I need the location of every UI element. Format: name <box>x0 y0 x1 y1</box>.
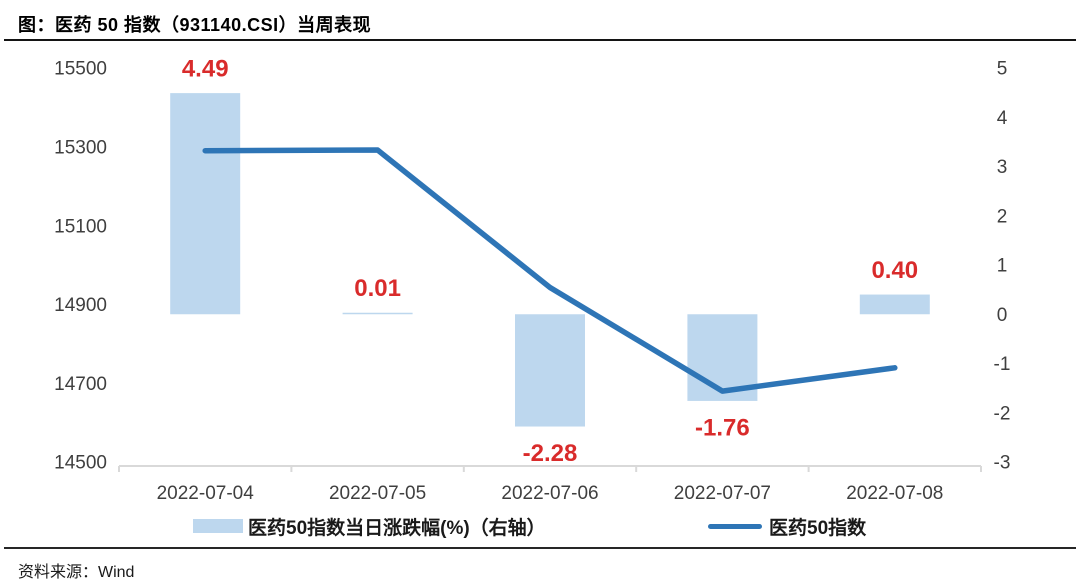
right-axis-tick-label: 0 <box>997 305 1008 326</box>
x-axis-label: 2022-07-08 <box>846 483 943 504</box>
bar-value-label: 0.40 <box>871 257 918 284</box>
right-axis-tick-label: -2 <box>994 403 1011 424</box>
x-axis-label: 2022-07-07 <box>674 483 771 504</box>
right-axis-tick-label: 4 <box>997 108 1008 129</box>
bar-series-label: 医药50指数当日涨跌幅(%)（右轴） <box>248 517 546 539</box>
line-series-swatch <box>708 523 762 529</box>
bar-2022-07-08 <box>859 294 930 315</box>
legend-item-bar-series: 医药50指数当日涨跌幅(%)（右轴） <box>193 512 546 540</box>
bar-2022-07-06 <box>515 314 585 427</box>
title-divider <box>4 39 1076 41</box>
legend-item-line-series: 医药50指数 <box>708 512 866 540</box>
x-axis-label: 2022-07-04 <box>157 483 255 504</box>
right-axis-tick-label: 5 <box>997 59 1008 80</box>
index-line <box>202 147 898 394</box>
right-axis-tick-label: 1 <box>997 256 1008 277</box>
left-axis-tick-label: 15500 <box>54 59 107 80</box>
x-axis-label: 2022-07-06 <box>501 483 598 504</box>
bar-value-label: 4.49 <box>182 56 229 83</box>
bar-series-swatch <box>193 519 243 533</box>
left-axis-tick-label: 14700 <box>54 374 107 395</box>
left-axis-tick-label: 15100 <box>54 216 107 237</box>
footer-divider <box>4 547 1076 549</box>
data-source: 资料来源：Wind <box>18 564 135 581</box>
chart-title: 图：医药 50 指数（931140.CSI）当周表现 <box>18 15 372 35</box>
right-axis-tick-label: 3 <box>997 157 1008 178</box>
chart-canvas: 15500 15300 15100 14900 14700 14500 5 4 3 2 1 0 -1 -2… <box>54 56 1011 504</box>
line-series-label: 医药50指数 <box>769 517 867 539</box>
left-axis-tick-label: 14500 <box>54 453 107 474</box>
bar-2022-07-05 <box>342 312 413 315</box>
bar-value-label: -1.76 <box>695 414 750 441</box>
left-axis-tick-label: 14900 <box>54 295 107 316</box>
bar-value-label: 0.01 <box>354 275 401 302</box>
x-axis-label: 2022-07-05 <box>329 483 426 504</box>
right-axis-tick-label: -1 <box>994 354 1011 375</box>
right-axis-tick-label: -3 <box>994 453 1011 474</box>
left-axis-tick-label: 15300 <box>54 137 107 158</box>
bar-2022-07-04 <box>170 93 241 315</box>
right-axis-tick-label: 2 <box>997 206 1008 227</box>
bar-value-label: -2.28 <box>523 440 578 467</box>
